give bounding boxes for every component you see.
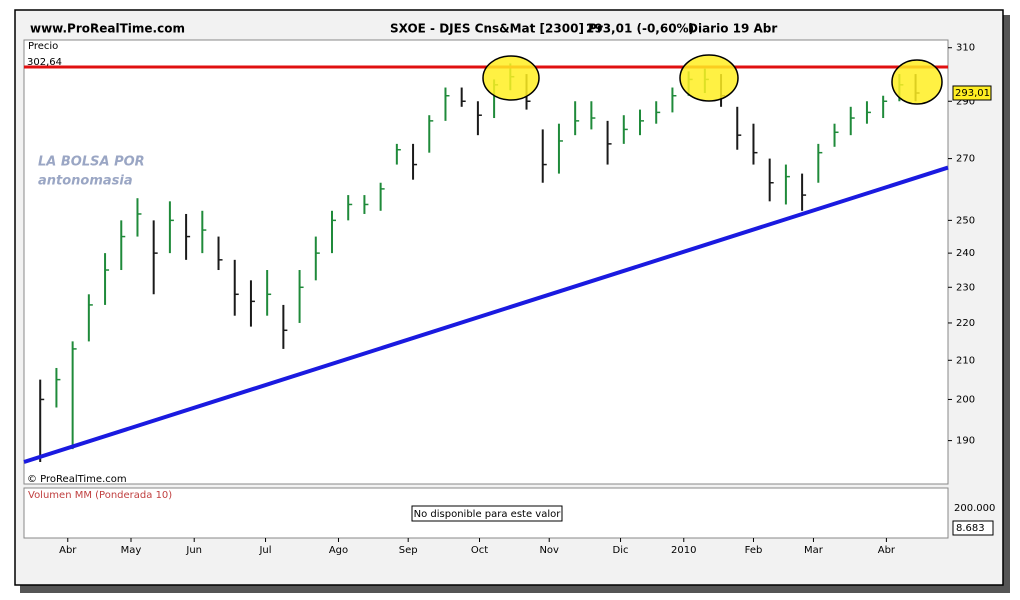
y-tick-label: 250 [956, 215, 975, 226]
watermark: LA BOLSA POR [38, 155, 145, 170]
x-tick-label: Abr [878, 545, 896, 556]
x-tick-label: 2010 [671, 545, 696, 556]
period: Diario 19 Abr [688, 22, 777, 36]
x-tick-label: Sep [399, 545, 418, 556]
resistance-label: 302,64 [27, 57, 62, 68]
last-price: 293,01 [955, 88, 990, 99]
last-price-box [952, 85, 992, 101]
title: SXOE - DJES Cns&Mat [2300] Pr [390, 22, 603, 36]
y-tick-label: 190 [956, 436, 975, 447]
watermark: antonomasia [38, 174, 133, 189]
highlight [891, 59, 943, 105]
volume-tick: 8.683 [956, 523, 985, 534]
y-tick-label: 210 [956, 355, 975, 366]
y-tick-label: 290 [956, 96, 975, 107]
x-tick-label: Abr [59, 545, 77, 556]
x-tick-label: Mar [804, 545, 824, 556]
y-tick-label: 220 [956, 318, 975, 329]
volume-tick: 200.000 [954, 503, 995, 514]
price-label: Precio [28, 41, 58, 52]
x-tick-label: Jul [258, 545, 271, 556]
x-tick-label: Ago [329, 545, 348, 556]
x-tick-label: May [121, 545, 142, 556]
x-tick-label: Feb [745, 545, 763, 556]
volume-message: No disponible para este valor [414, 509, 562, 520]
y-tick-label: 310 [956, 43, 975, 54]
quote: 293,01 (-0,60%) [586, 22, 694, 36]
support-line [23, 165, 949, 464]
site: www.ProRealTime.com [30, 22, 185, 36]
y-tick-label: 230 [956, 282, 975, 293]
y-tick-label: 200 [956, 394, 975, 405]
x-tick-label: Dic [613, 545, 629, 556]
price-panel [23, 39, 949, 485]
copyright: © ProRealTime.com [27, 474, 127, 485]
message-box [411, 505, 563, 522]
y-tick-label: 240 [956, 248, 975, 259]
overlay: 293,01 [23, 85, 992, 464]
x-tick-label: Oct [471, 545, 488, 556]
y-tick-label: 270 [956, 154, 975, 165]
volume-label: Volumen MM (Ponderada 10) [28, 490, 172, 501]
x-tick-label: Jun [185, 545, 202, 556]
x-tick-label: Nov [539, 545, 559, 556]
volume-box [952, 520, 994, 536]
highlight [679, 54, 739, 102]
highlight [482, 55, 540, 101]
